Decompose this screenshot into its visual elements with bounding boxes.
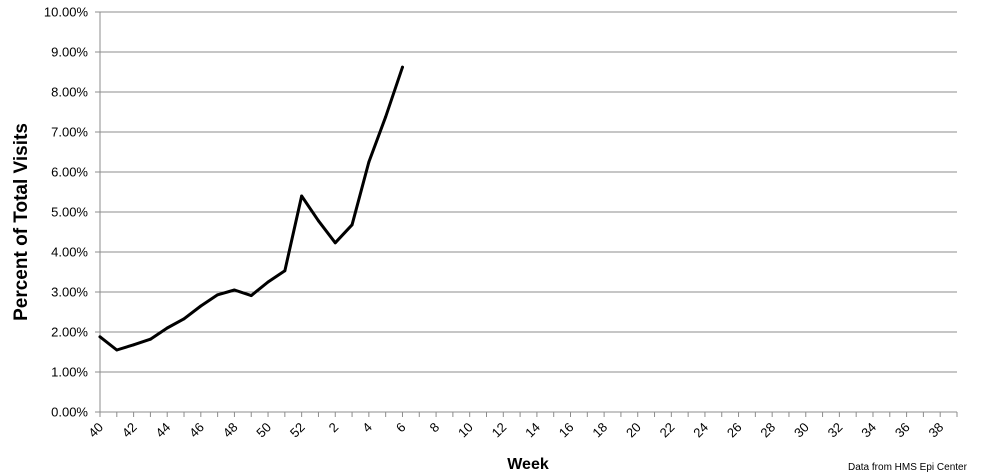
data-point: [300, 194, 304, 198]
y-tick-label: 0.00%: [51, 405, 88, 420]
x-axis-title: Week: [507, 456, 549, 473]
data-point: [149, 337, 152, 341]
x-tick-label: 14: [522, 420, 543, 441]
x-tick-label: 16: [556, 420, 577, 441]
y-axis-title: Percent of Total Visits: [11, 123, 32, 321]
y-tick-label: 9.00%: [51, 45, 88, 60]
data-point: [132, 343, 136, 347]
x-tick-label: 24: [690, 420, 711, 441]
data-point: [115, 348, 119, 352]
x-tick-label: 44: [152, 420, 173, 441]
x-tick-label: 22: [657, 420, 678, 441]
x-tick-label: 48: [220, 420, 241, 441]
x-tick-label: 52: [287, 420, 308, 441]
y-tick-label: 8.00%: [51, 85, 88, 100]
data-point: [165, 326, 169, 330]
x-tick-label: 40: [85, 420, 106, 441]
x-axis-tick-labels: 40 42 44 46 48 50 52 2 4 6 8 10 12 14 16 18 20 22 24 26 28 30…: [85, 420, 946, 441]
series-layer: [98, 65, 404, 352]
data-point: [98, 335, 102, 339]
data-point: [367, 160, 371, 164]
x-tick-label: 42: [119, 420, 140, 441]
x-tick-label: 36: [892, 420, 913, 441]
y-axis-tick-labels: 0.00% 1.00% 2.00% 3.00% 4.00% 5.00% 6.00% 7.00%…: [44, 5, 89, 420]
y-tick-label: 3.00%: [51, 285, 88, 300]
y-tick-label: 6.00%: [51, 165, 88, 180]
x-tick-label: 4: [359, 420, 375, 436]
data-point: [266, 280, 270, 284]
y-tick-label: 1.00%: [51, 365, 88, 380]
y-tick-label: 2.00%: [51, 325, 88, 340]
x-tick-label: 6: [393, 420, 409, 436]
axes: [95, 11, 958, 417]
x-tick-label: 46: [186, 420, 207, 441]
y-tick-label: 5.00%: [51, 205, 88, 220]
y-tick-label: 7.00%: [51, 125, 88, 140]
x-tick-label: 32: [825, 420, 846, 441]
data-point: [233, 288, 236, 292]
data-point: [317, 219, 320, 223]
data-point: [249, 294, 253, 297]
x-tick-label: 2: [326, 420, 342, 436]
data-point: [216, 293, 220, 297]
x-tick-label: 38: [925, 420, 946, 441]
gridlines: [100, 11, 957, 373]
data-point: [401, 65, 404, 69]
x-tick-label: 28: [757, 420, 778, 441]
x-tick-label: 50: [253, 420, 274, 441]
data-point: [350, 223, 354, 227]
source-note: Data from HMS Epi Center: [848, 462, 968, 473]
data-point: [283, 269, 287, 273]
x-tick-label: 10: [455, 420, 476, 441]
x-tick-label: 12: [489, 420, 510, 441]
x-tick-label: 34: [858, 420, 879, 441]
x-tick-label: 18: [589, 420, 610, 441]
x-tick-label: 8: [426, 420, 442, 436]
data-point: [333, 241, 337, 245]
y-tick-label: 10.00%: [44, 5, 89, 20]
x-tick-label: 30: [791, 420, 812, 441]
x-tick-label: 20: [623, 420, 644, 441]
series-line: [98, 65, 404, 352]
y-tick-label: 4.00%: [51, 245, 88, 260]
x-tick-label: 26: [724, 420, 745, 441]
data-point: [384, 115, 388, 119]
data-point: [199, 304, 203, 308]
data-point: [182, 317, 186, 321]
